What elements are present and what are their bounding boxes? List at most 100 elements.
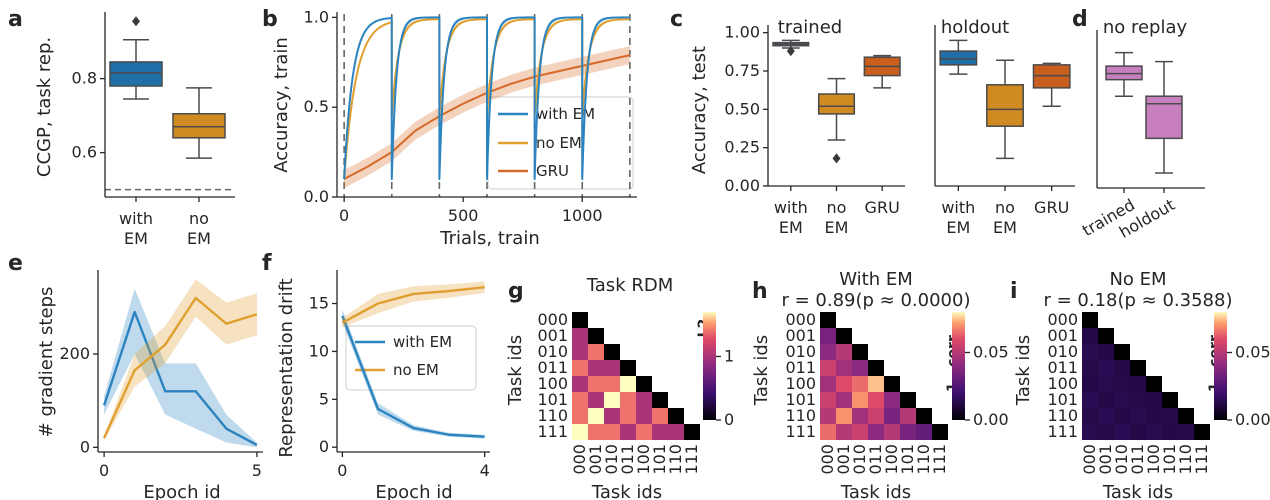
panel-h-cell [852,424,868,440]
panel-h-cell [868,424,884,440]
panel-g-row-label: 001 [537,326,568,345]
panel-a-with-em-flier [132,16,140,27]
panel-i-xlabel: Task ids [1102,482,1173,500]
panel-i-row-label: 110 [1047,406,1078,425]
panel-g-cell [620,376,636,392]
panel-e-xtick-label: 0 [99,461,109,480]
panel-g-col-label: 001 [586,444,605,475]
panel-g-row-label: 010 [537,342,568,361]
panel-i-row-label: 101 [1047,390,1078,409]
panel-g-cell [572,424,588,440]
panel-g-cell [572,408,588,424]
panel-g-cell [588,376,604,392]
panel-i-cell [1146,392,1162,408]
panel-h-cell [884,376,900,392]
panel-h-cell [884,408,900,424]
panel-h-cell [884,392,900,408]
panel-c-holdout-gru-iqr [1032,64,1071,89]
panel-b-xlabel: Trials, train [439,228,540,249]
legend-label-with-em: with EM [536,105,595,123]
panel-b-ytick-label: 1.0 [304,7,329,26]
panel-g-cell [652,424,668,440]
panel-h-col-label: 001 [834,444,853,475]
panel-g-row-label: 000 [537,310,568,329]
panel-c-holdout-gru-box [1032,62,1071,108]
panel-e-no-em-band [104,279,257,441]
panel-h-col-label: 101 [898,444,917,475]
panel-label-d: d [1072,7,1088,32]
panel-c-trained-gru-box [863,54,901,89]
panel-i-cell [1114,344,1130,360]
panel-c-ytick-label: 1.00 [724,23,760,42]
panel-f-legend: with EM no EM [345,325,477,391]
panel-i-cell [1114,424,1130,440]
panel-f-ytick-label: 0 [319,437,329,456]
panel-h-cell [868,376,884,392]
panel-i-cell [1082,408,1098,424]
panel-i-col-label: 111 [1192,444,1211,475]
panel-g-cell [604,392,620,408]
panel-i-cell [1098,392,1114,408]
panel-h-cell [852,376,868,392]
panel-e-xlabel: Epoch id [143,482,220,500]
panel-i-cell [1114,408,1130,424]
panel-i-row-label: 001 [1047,326,1078,345]
panel-g-cell [620,424,636,440]
panel-c-holdout-with-em-iqr [939,50,978,66]
panel-g-cell [636,424,652,440]
panel-g-row-label: 110 [537,406,568,425]
panel-h-cell [820,312,836,328]
panel-i-cell [1130,392,1146,408]
panel-g-cell [604,360,620,376]
panel-c-trained-with-em-flier [786,46,795,57]
panel-a-no-em-iqr [172,113,226,139]
panel-h-xlabel: Task ids [840,482,911,500]
panel-g-col-label: 101 [650,444,669,475]
panel-f-no-em-line [341,286,485,324]
legend-f-label-no-em: no EM [393,361,439,379]
panel-c-trained-no-em-flier [832,153,841,164]
panel-h-row-label: 100 [785,374,816,393]
panel-g-row-label: 011 [537,358,568,377]
panel-f-ytick-label: 15 [309,294,329,313]
panel-i-ylabel: Task ids [1013,335,1034,406]
panel-g-cell [636,376,652,392]
panel-i-cell [1146,408,1162,424]
panel-h-title: With EM [839,269,913,290]
legend-f-label-with-em: with EM [393,333,452,351]
panel-i-cell [1082,376,1098,392]
panel-h-row-label: 010 [785,342,816,361]
panel-c-trained-xtick-label: EM [779,218,803,237]
panel-i-cell [1082,344,1098,360]
panel-e-ytick-label: 200 [59,344,90,363]
legend-label-no-em: no EM [536,134,582,152]
panel-i-cell [1082,392,1098,408]
panel-h-cell [868,360,884,376]
panel-i-cell [1098,424,1114,440]
panel-i-col-label: 100 [1144,444,1163,475]
panel-a-with-em-box [109,16,163,100]
panel-h-cell [836,408,852,424]
panel-g-cell [604,408,620,424]
panel-g-cell [668,424,684,440]
panel-b-xtick-label: 1000 [562,206,603,225]
panel-i-cell [1082,328,1098,344]
panel-h-cell [852,360,868,376]
panel-c-ylabel: Accuracy, test [689,46,710,174]
panel-g-cell [588,328,604,344]
panel-g-col-label: 100 [634,444,653,475]
panel-i-title: No EM [1109,269,1166,290]
panel-i-col-label: 001 [1096,444,1115,475]
panel-c-holdout-xtick-label: no [995,198,1015,217]
panel-h-row-label: 001 [785,326,816,345]
panel-h-col-label: 111 [930,444,949,475]
panel-g-cell [604,344,620,360]
panel-c-ytick-label: 0.50 [724,99,760,118]
panel-g-cell [636,392,652,408]
panel-i-colorbar [1214,312,1227,420]
panel-d-trained-iqr [1105,65,1143,81]
panel-a-ytick-label: 0.8 [72,69,97,88]
panel-i-cell [1130,408,1146,424]
panel-g-col-label: 011 [618,444,637,475]
